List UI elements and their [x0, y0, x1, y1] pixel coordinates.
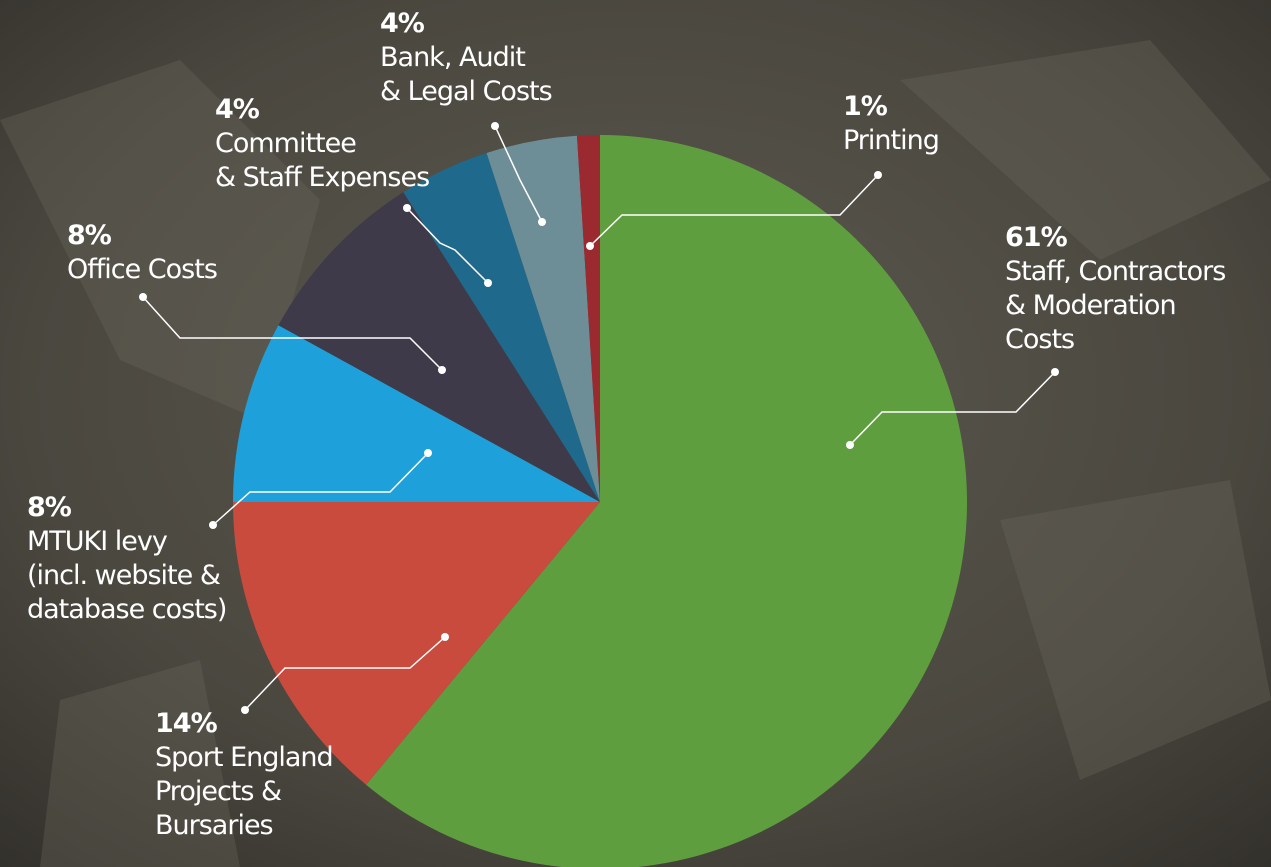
category-label: & Staff Expenses	[215, 162, 429, 193]
leader-line	[406, 207, 489, 284]
category-label: & Moderation	[1005, 290, 1176, 321]
category-label: Projects &	[155, 776, 282, 807]
value-label: 14%	[155, 708, 218, 739]
category-label: (incl. website &	[27, 560, 221, 591]
category-label: Bursaries	[155, 810, 273, 841]
category-label: Bank, Audit	[380, 42, 525, 73]
leader-line	[142, 296, 443, 371]
value-label: 61%	[1005, 222, 1068, 253]
category-label: Sport England	[155, 742, 333, 773]
leader-dot	[491, 122, 499, 130]
pie-slice	[233, 502, 600, 785]
leader-dot	[586, 242, 594, 250]
pie-slice	[233, 325, 600, 502]
leader-dot	[241, 706, 249, 714]
category-label: Staff, Contractors	[1005, 256, 1225, 287]
value-label: 4%	[380, 8, 425, 39]
value-label: 4%	[215, 94, 260, 125]
leader-dot	[441, 633, 449, 641]
pie-slice	[576, 135, 600, 502]
leader-line	[494, 125, 543, 223]
category-label: & Legal Costs	[380, 76, 552, 107]
leader-dot	[403, 204, 411, 212]
value-label: 1%	[843, 91, 888, 122]
category-label: MTUKI levy	[27, 526, 168, 557]
value-label: 8%	[67, 220, 112, 251]
leader-dot	[139, 293, 147, 301]
category-label: Printing	[843, 125, 939, 156]
leader-dot	[484, 279, 492, 287]
leader-dot	[438, 366, 446, 374]
leader-dot	[209, 521, 217, 529]
leader-line	[589, 174, 879, 247]
category-label: Office Costs	[67, 254, 217, 285]
pie-slice	[366, 135, 967, 867]
category-label: Costs	[1005, 324, 1074, 355]
pie-slice	[403, 152, 600, 502]
leader-dot	[846, 441, 854, 449]
value-label: 8%	[27, 492, 72, 523]
pie-slice	[278, 192, 600, 502]
rock-texture	[0, 40, 1271, 867]
pie	[233, 135, 967, 867]
leader-line	[212, 452, 429, 526]
leader-line	[244, 636, 446, 711]
leader-dot	[1051, 368, 1059, 376]
leader-dot	[874, 171, 882, 179]
category-label: database costs)	[27, 594, 226, 625]
leader-dot	[424, 449, 432, 457]
pie-slice	[486, 135, 600, 503]
leader-dot	[538, 218, 546, 226]
category-label: Committee	[215, 128, 356, 159]
leader-line	[849, 371, 1056, 446]
